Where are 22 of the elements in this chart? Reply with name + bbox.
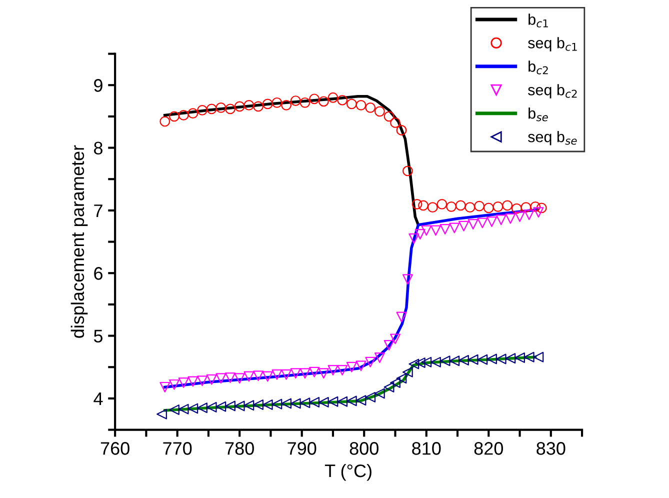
x-axis-title: T (°C) (324, 464, 372, 481)
x-tick-label: 760 (100, 442, 130, 455)
x-tick-label: 830 (536, 442, 566, 455)
legend-label: seq b$_{c2}$ (528, 84, 577, 98)
y-tick-label: 4 (94, 392, 103, 405)
x-tick-label: 810 (412, 442, 441, 455)
x-tick-label: 770 (163, 442, 192, 455)
legend-label: seq b$_{c1}$ (528, 37, 577, 52)
legend-label: seq b$_{se}$ (528, 131, 577, 146)
y-tick-label: 6 (94, 267, 102, 280)
x-tick-label: 780 (225, 442, 254, 455)
legend-label: b$_{c2}$ (528, 60, 548, 74)
y-tick-label: 7 (94, 204, 102, 217)
y-tick-label: 9 (94, 79, 102, 92)
y-tick-label: 8 (94, 142, 102, 154)
x-tick-label: 820 (474, 442, 503, 455)
x-tick-label: 800 (350, 442, 378, 455)
y-axis-title: displacement parameter (70, 145, 88, 338)
legend-label: b$_{c1}$ (528, 14, 548, 28)
y-tick-label: 5 (94, 330, 103, 342)
x-tick-label: 790 (288, 442, 316, 455)
legend-label: b$_{se}$ (528, 108, 548, 122)
